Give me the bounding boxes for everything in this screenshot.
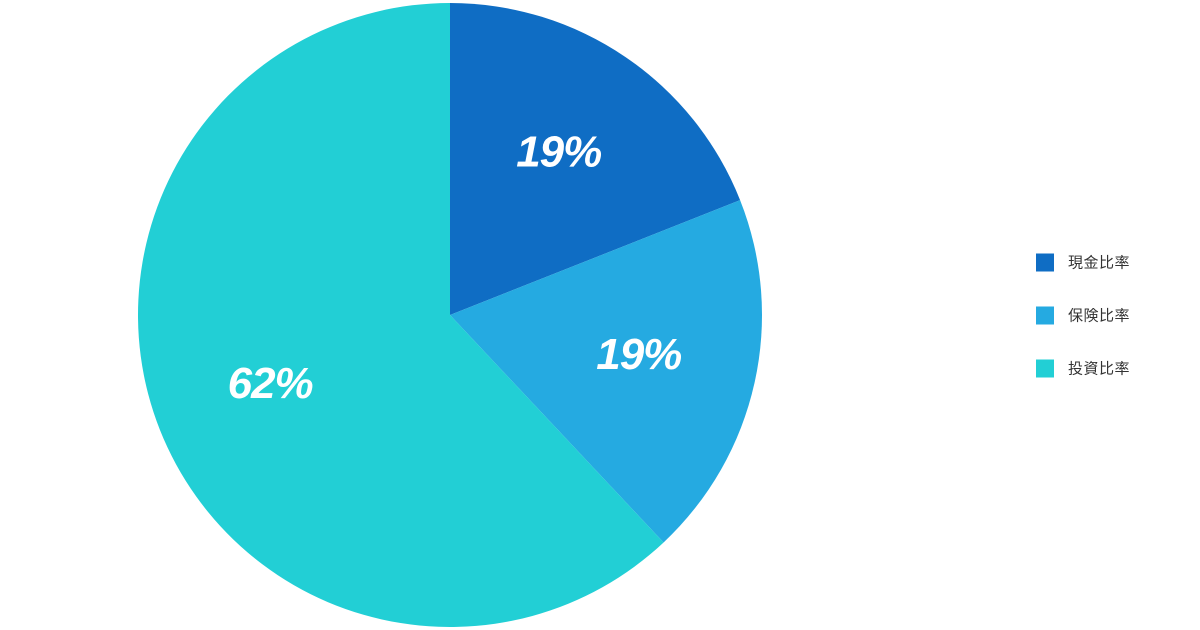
- slice-label-0: 19%: [516, 128, 601, 177]
- pie-chart: 19% 19% 62%: [0, 0, 900, 630]
- legend-label: 現金比率: [1068, 252, 1130, 273]
- legend-item-1: 保険比率: [1036, 305, 1130, 326]
- chart-legend: 現金比率保険比率投資比率: [1036, 252, 1130, 379]
- legend-label: 保険比率: [1068, 305, 1130, 326]
- slice-label-2: 62%: [228, 359, 313, 408]
- legend-swatch: [1036, 359, 1054, 377]
- slice-label-1: 19%: [596, 330, 681, 379]
- legend-item-0: 現金比率: [1036, 252, 1130, 273]
- legend-label: 投資比率: [1068, 358, 1130, 379]
- legend-swatch: [1036, 306, 1054, 324]
- legend-item-2: 投資比率: [1036, 358, 1130, 379]
- pie-svg: 19% 19% 62%: [0, 0, 900, 630]
- legend-swatch: [1036, 253, 1054, 271]
